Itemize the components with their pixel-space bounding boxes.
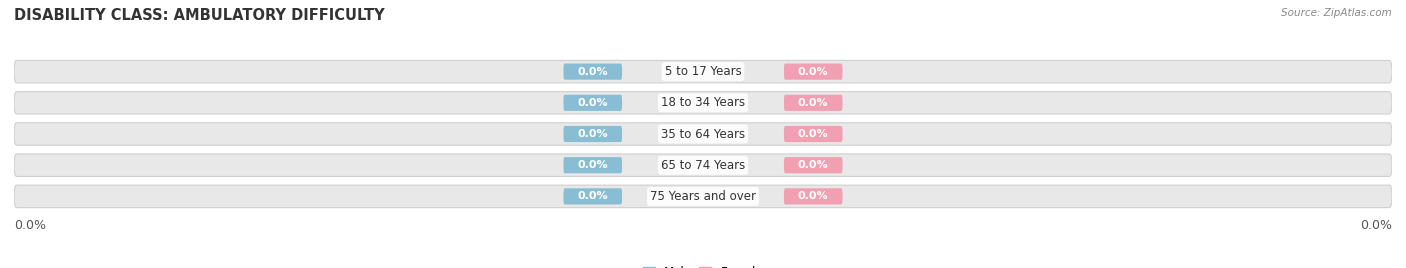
Text: 0.0%: 0.0% xyxy=(799,160,828,170)
FancyBboxPatch shape xyxy=(564,64,621,80)
FancyBboxPatch shape xyxy=(14,154,1392,176)
FancyBboxPatch shape xyxy=(785,64,842,80)
Text: 0.0%: 0.0% xyxy=(578,98,607,108)
FancyBboxPatch shape xyxy=(14,123,1392,145)
Text: 0.0%: 0.0% xyxy=(578,129,607,139)
Text: 0.0%: 0.0% xyxy=(578,67,607,77)
Text: 75 Years and over: 75 Years and over xyxy=(650,190,756,203)
Text: 0.0%: 0.0% xyxy=(578,191,607,201)
Text: 65 to 74 Years: 65 to 74 Years xyxy=(661,159,745,172)
Text: 0.0%: 0.0% xyxy=(799,129,828,139)
Text: 0.0%: 0.0% xyxy=(578,160,607,170)
FancyBboxPatch shape xyxy=(785,126,842,142)
FancyBboxPatch shape xyxy=(14,92,1392,114)
Text: 0.0%: 0.0% xyxy=(799,98,828,108)
Text: 0.0%: 0.0% xyxy=(799,191,828,201)
Text: 0.0%: 0.0% xyxy=(799,67,828,77)
FancyBboxPatch shape xyxy=(14,60,1392,83)
FancyBboxPatch shape xyxy=(564,126,621,142)
FancyBboxPatch shape xyxy=(785,95,842,111)
Text: DISABILITY CLASS: AMBULATORY DIFFICULTY: DISABILITY CLASS: AMBULATORY DIFFICULTY xyxy=(14,8,385,23)
Text: 0.0%: 0.0% xyxy=(14,219,46,232)
FancyBboxPatch shape xyxy=(564,95,621,111)
Text: 5 to 17 Years: 5 to 17 Years xyxy=(665,65,741,78)
FancyBboxPatch shape xyxy=(14,185,1392,208)
FancyBboxPatch shape xyxy=(564,188,621,204)
FancyBboxPatch shape xyxy=(564,157,621,173)
Text: 35 to 64 Years: 35 to 64 Years xyxy=(661,128,745,140)
Legend: Male, Female: Male, Female xyxy=(643,266,763,268)
Text: 18 to 34 Years: 18 to 34 Years xyxy=(661,96,745,109)
FancyBboxPatch shape xyxy=(785,157,842,173)
Text: 0.0%: 0.0% xyxy=(1360,219,1392,232)
Text: Source: ZipAtlas.com: Source: ZipAtlas.com xyxy=(1281,8,1392,18)
FancyBboxPatch shape xyxy=(785,188,842,204)
